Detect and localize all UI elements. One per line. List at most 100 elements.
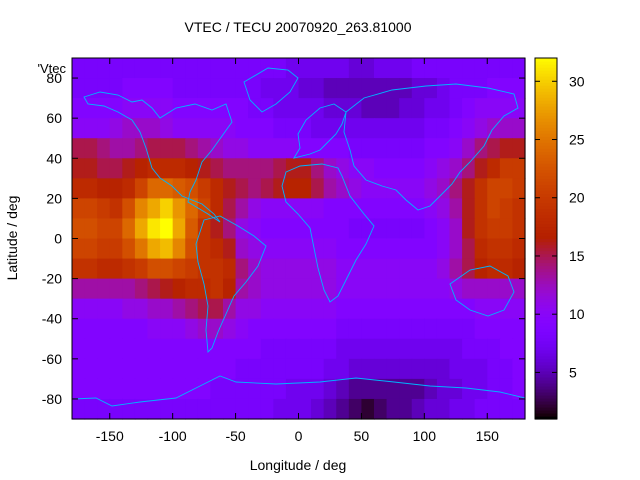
heat-cell [134, 338, 149, 360]
heat-cell [348, 258, 363, 280]
heat-cell [436, 138, 451, 159]
heat-cell [260, 258, 274, 280]
heat-cell [235, 98, 249, 119]
heat-cell [462, 78, 476, 99]
heat-cell [411, 118, 425, 139]
heat-cell [298, 158, 312, 179]
heat-cell [210, 338, 224, 360]
heat-cell [512, 58, 526, 79]
heat-cell [386, 318, 400, 340]
colorbar-band [535, 181, 557, 185]
heat-cell [462, 398, 476, 420]
heat-cell [311, 258, 325, 280]
heat-cell [499, 298, 514, 320]
heat-cell [84, 298, 98, 320]
heat-cell [386, 278, 400, 300]
colorbar-band [535, 208, 557, 213]
heat-cell [185, 118, 199, 139]
heat-cell [122, 198, 136, 220]
heat-cell [109, 398, 123, 420]
heat-cell [273, 238, 287, 260]
heat-cell [260, 118, 274, 139]
colorbar-band [535, 91, 557, 95]
colorbar-band [535, 217, 557, 222]
heat-cell [248, 338, 262, 360]
heat-cell [323, 358, 337, 380]
heat-cell [411, 318, 425, 340]
heat-cell [449, 198, 463, 220]
heat-cell [273, 318, 287, 340]
heat-cell [298, 198, 312, 220]
heat-cell [449, 58, 463, 79]
colorbar-band [535, 304, 557, 309]
heat-cell [311, 298, 325, 320]
heat-cell [122, 78, 136, 99]
heat-cell [374, 98, 388, 119]
heat-cell [411, 378, 425, 400]
heat-cell [386, 298, 400, 320]
heat-cell [72, 98, 86, 119]
heat-cell [134, 118, 149, 139]
colorbar-band [535, 295, 557, 300]
heat-cell [185, 398, 199, 420]
heat-cell [172, 138, 186, 159]
colorbar-band [535, 271, 557, 276]
heat-cell [499, 198, 514, 220]
heat-cell [311, 378, 325, 400]
heat-cell [499, 338, 514, 360]
heat-cell [197, 318, 212, 340]
colorbar: 5 10 15 20 25 30 [534, 57, 585, 420]
heat-cell [210, 298, 224, 320]
colorbar-band [535, 127, 557, 131]
heat-cell [348, 398, 363, 420]
heat-cell [122, 318, 136, 340]
heat-cell [235, 378, 249, 400]
heat-cell [223, 238, 237, 260]
heat-cell [298, 178, 312, 199]
heat-cell [273, 78, 287, 99]
y-axis-label: Latitude / deg [4, 196, 20, 281]
heat-cell [336, 238, 350, 260]
colorbar-band [535, 214, 557, 219]
heat-cell [323, 58, 337, 79]
heat-cell [273, 178, 287, 199]
heat-cell [223, 378, 237, 400]
heat-cell [462, 218, 476, 240]
heat-cell [285, 278, 300, 300]
heat-cell [411, 138, 425, 159]
heat-cell [197, 138, 212, 159]
heat-cell [462, 278, 476, 300]
colorbar-band [535, 160, 557, 164]
colorbar-band [535, 253, 557, 258]
heat-cell [512, 238, 526, 260]
heat-cell [487, 358, 501, 380]
colorbar-band [535, 352, 557, 357]
heat-cell [311, 158, 325, 179]
heat-cell [285, 178, 300, 199]
heat-cell [449, 138, 463, 159]
heat-cell [512, 298, 526, 320]
colorbar-band [535, 322, 557, 327]
colorbar-band [535, 280, 557, 285]
heat-cell [348, 298, 363, 320]
heat-cell [399, 338, 413, 360]
heat-cell [424, 358, 438, 380]
heat-cell [109, 58, 123, 79]
heat-cell [197, 78, 212, 99]
coastlines-overlay [72, 67, 525, 407]
heat-cell [399, 258, 413, 280]
chart-title: VTEC / TECU 20070920_263.81000 [184, 19, 411, 35]
key-label: 'Vtec [38, 61, 67, 76]
heat-cell [487, 338, 501, 360]
heat-cell [424, 318, 438, 340]
heat-cell [374, 78, 388, 99]
heat-cell [311, 138, 325, 159]
colorbar-band [535, 406, 557, 411]
heat-cell [462, 118, 476, 139]
heat-cell [122, 378, 136, 400]
heat-cell [273, 138, 287, 159]
heat-cell [172, 198, 186, 220]
colorbar-band [535, 268, 557, 273]
colorbar-band [535, 247, 557, 252]
heat-cell [374, 118, 388, 139]
